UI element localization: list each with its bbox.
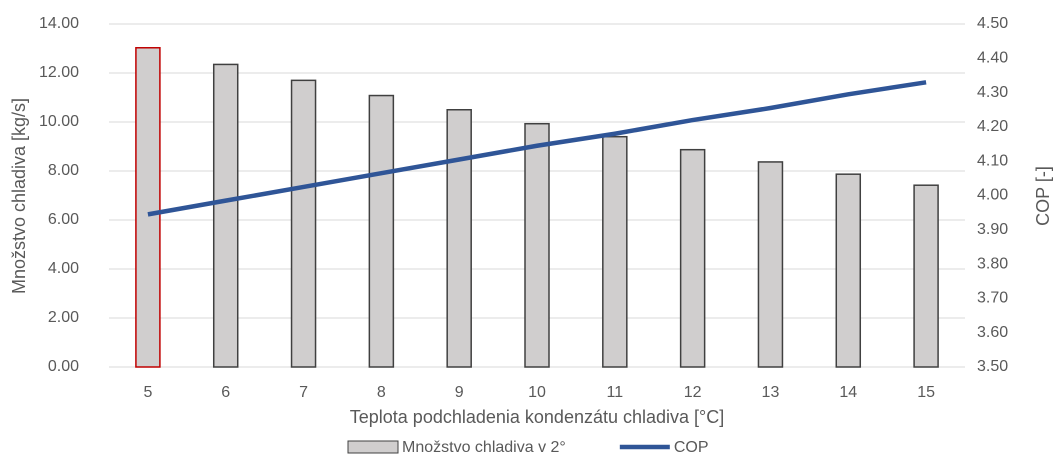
x-axis-label: Teplota podchladenia kondenzátu chladiva… [350, 407, 724, 427]
y-tick-label: 4.00 [48, 260, 79, 277]
y2-tick-label: 3.50 [977, 358, 1008, 375]
y-axis-label: Množstvo chladiva [kg/s] [9, 98, 29, 294]
bar [835, 173, 862, 368]
y-tick-label: 6.00 [48, 211, 79, 228]
bar [524, 122, 550, 368]
x-tick-label: 8 [377, 384, 386, 401]
y-tick-label: 10.00 [39, 113, 79, 130]
bar [602, 135, 628, 368]
legend-label: Množstvo chladiva v 2° [402, 439, 566, 456]
x-tick-label: 9 [455, 384, 464, 401]
x-tick-label: 15 [917, 384, 935, 401]
x-tick-label: 5 [143, 384, 152, 401]
y2-tick-label: 4.00 [977, 187, 1008, 204]
bar [212, 63, 239, 368]
bar [757, 161, 784, 368]
y-tick-label: 2.00 [48, 309, 79, 326]
y2-tick-label: 3.90 [977, 221, 1008, 238]
x-tick-label: 14 [839, 384, 857, 401]
y2-tick-label: 4.20 [977, 118, 1008, 135]
y2-axis-label: COP [-] [1033, 166, 1053, 226]
bar [368, 94, 395, 368]
bar [446, 109, 472, 368]
y2-tick-label: 4.50 [977, 15, 1008, 32]
x-tick-label: 10 [528, 384, 546, 401]
x-tick-label: 7 [299, 384, 308, 401]
bar [135, 47, 161, 368]
x-tick-label: 12 [684, 384, 702, 401]
y-tick-label: 8.00 [48, 162, 79, 179]
y2-tick-label: 3.70 [977, 290, 1008, 307]
y2-tick-label: 4.10 [977, 152, 1008, 169]
legend-label: COP [674, 439, 709, 456]
bar [913, 184, 939, 368]
y2-tick-label: 3.60 [977, 324, 1008, 341]
x-tick-label: 11 [607, 384, 624, 401]
y2-tick-label: 4.40 [977, 50, 1008, 67]
y-tick-label: 0.00 [48, 358, 79, 375]
x-tick-label: 6 [221, 384, 230, 401]
line [147, 80, 927, 217]
bar [290, 79, 317, 368]
y-tick-label: 14.00 [39, 15, 79, 32]
bar [679, 148, 706, 368]
y2-tick-label: 3.80 [977, 255, 1008, 272]
y2-tick-label: 4.30 [977, 84, 1008, 101]
y-tick-label: 12.00 [39, 64, 79, 81]
x-tick-label: 13 [762, 384, 780, 401]
legend-swatch [347, 440, 399, 454]
